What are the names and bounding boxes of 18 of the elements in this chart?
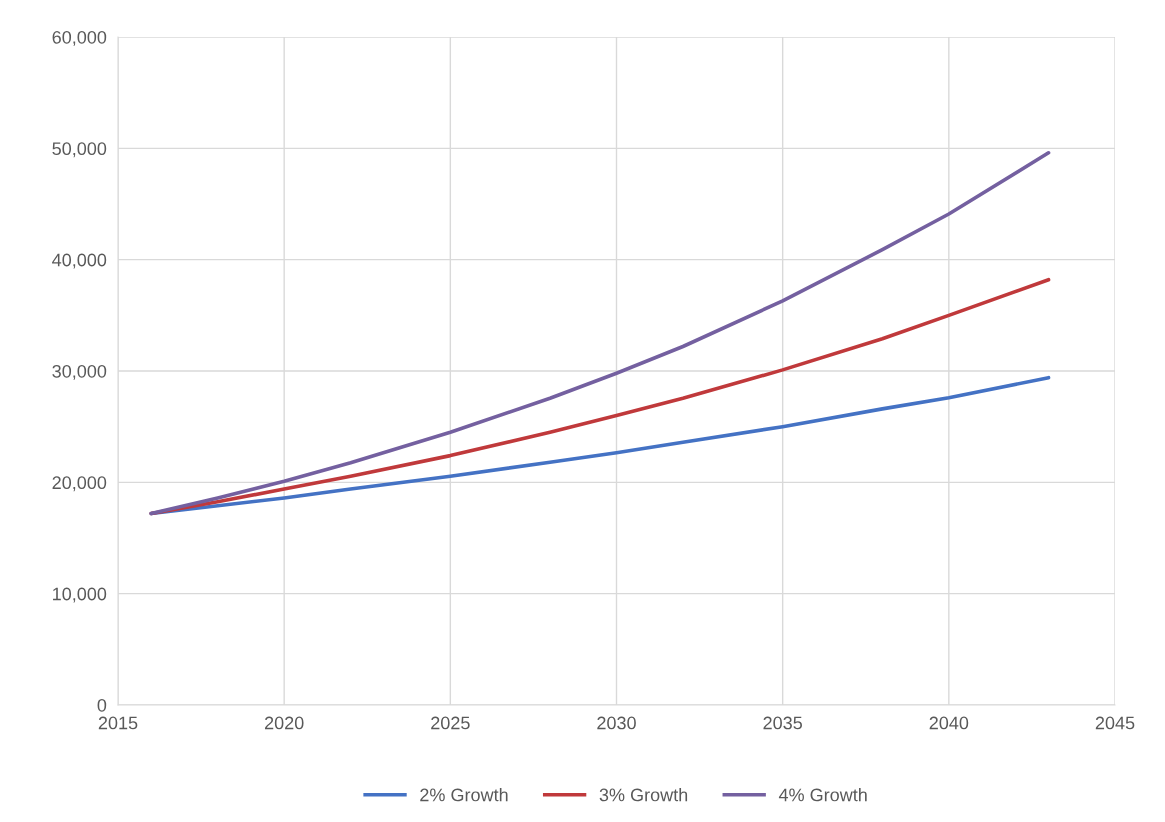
y-tick-label: 60,000	[52, 30, 107, 46]
y-tick-label: 0	[97, 698, 107, 712]
x-tick-label: 2030	[597, 716, 636, 730]
x-tick-label: 2040	[929, 716, 969, 730]
legend-label: 3% Growth	[599, 788, 688, 802]
x-tick-label: 2035	[763, 716, 802, 730]
x-tick-label: 2045	[1095, 716, 1135, 730]
y-tick-label: 10,000	[53, 587, 107, 603]
legend-label: 4% Growth	[778, 788, 867, 802]
y-tick-label: 30,000	[52, 364, 107, 380]
legend-label: 2% Growth	[420, 788, 508, 802]
y-tick-label: 20,000	[52, 476, 107, 492]
y-tick-label: 50,000	[52, 142, 107, 158]
x-tick-label: 2025	[431, 716, 470, 730]
x-tick-label: 2020	[264, 716, 304, 730]
line-series	[149, 150, 1051, 516]
x-tick-label: 2015	[98, 716, 138, 730]
y-tick-label: 40,000	[52, 253, 107, 269]
